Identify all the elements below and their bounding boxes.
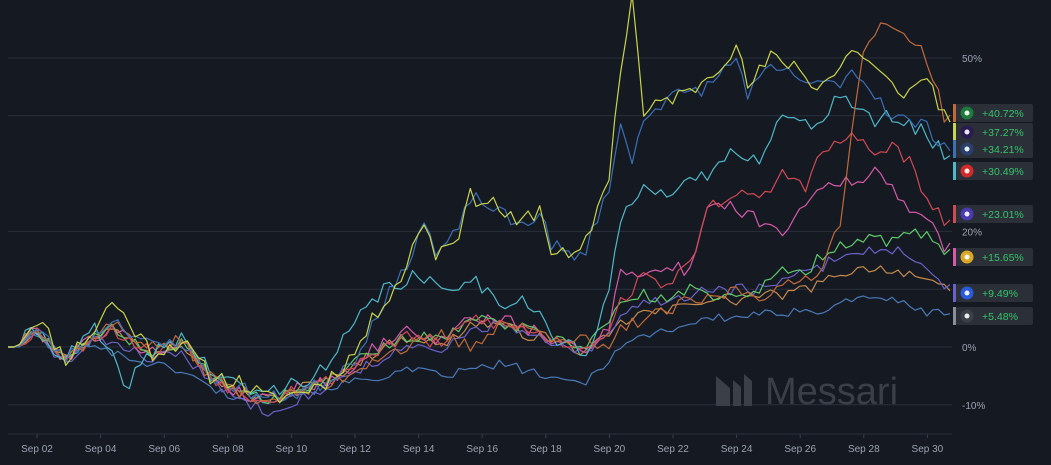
messari-logo-icon (716, 374, 752, 406)
badge-color-bar (953, 284, 956, 302)
x-tick-label: Sep 06 (148, 444, 180, 455)
badge-value: +15.65% (982, 252, 1024, 264)
series-line-9 (8, 0, 951, 404)
badge-background (956, 205, 1033, 223)
disc-icon (960, 286, 974, 300)
badge-color-bar (953, 248, 956, 266)
x-tick-label: Sep 24 (721, 444, 753, 455)
x-tick-label: Sep 28 (848, 444, 880, 455)
series-line-0 (8, 295, 951, 404)
series-line-6 (8, 95, 951, 396)
y-tick-label: -10% (962, 401, 985, 412)
series-line-8 (8, 57, 951, 403)
badge-color-bar (953, 205, 956, 223)
badge-value: +23.01% (982, 209, 1024, 221)
legend-badge[interactable]: +30.49% (953, 162, 1033, 180)
watermark-text: Messari (765, 371, 898, 413)
x-tick-label: Sep 20 (594, 444, 626, 455)
badge-background (956, 140, 1033, 158)
legend-badge[interactable]: +40.72% (953, 104, 1033, 122)
chain-icon (960, 142, 974, 156)
y-tick-label: 20% (962, 227, 982, 238)
badge-color-bar (953, 162, 956, 180)
badge-background (956, 248, 1033, 266)
badge-value: +5.48% (982, 311, 1018, 323)
badge-background (956, 307, 1033, 325)
x-tick-label: Sep 10 (276, 444, 308, 455)
badge-value: +40.72% (982, 108, 1024, 120)
legend-badge[interactable]: +37.27% (953, 123, 1033, 141)
y-axis-ticks: 50% 20% 0% -10% (962, 54, 985, 412)
legend-badge[interactable]: +23.01% (953, 205, 1033, 223)
y-tick-label: 50% (962, 54, 982, 65)
badge-value: +37.27% (982, 127, 1024, 139)
sushi-icon (960, 125, 974, 139)
badge-background (956, 123, 1033, 141)
badge-color-bar (953, 123, 956, 141)
x-tick-label: Sep 18 (530, 444, 562, 455)
x-tick-label: Sep 30 (912, 444, 944, 455)
legend-badges: +40.72% +37.27% +34.21% +30.49% +23.01% +15.6… (953, 104, 1033, 325)
x-tick-label: Sep 12 (339, 444, 371, 455)
x-tick-label: Sep 22 (657, 444, 689, 455)
coin-icon (960, 250, 974, 264)
badge-color-bar (953, 104, 956, 122)
x-tick-label: Sep 26 (784, 444, 816, 455)
cube-icon (960, 106, 974, 120)
badge-value: +9.49% (982, 288, 1018, 300)
badge-color-bar (953, 307, 956, 325)
eth-icon (960, 309, 974, 323)
x-tick-label: Sep 14 (403, 444, 435, 455)
ring-icon (960, 207, 974, 221)
x-tick-label: Sep 16 (466, 444, 498, 455)
x-tick-label: Sep 08 (212, 444, 244, 455)
target-icon (960, 164, 974, 178)
legend-badge[interactable]: +9.49% (953, 284, 1033, 302)
badge-value: +34.21% (982, 144, 1024, 156)
x-tick-label: Sep 02 (21, 444, 53, 455)
legend-badge[interactable]: +5.48% (953, 307, 1033, 325)
badge-background (956, 104, 1033, 122)
x-tick-label: Sep 04 (85, 444, 117, 455)
series-lines (8, 0, 951, 417)
legend-badge[interactable]: +15.65% (953, 248, 1033, 266)
badge-background (956, 284, 1033, 302)
x-axis-ticks: Sep 02 Sep 04 Sep 06 Sep 08 Sep 10 Sep 12 Sep … (8, 433, 952, 455)
watermark: Messari (716, 371, 898, 413)
badge-value: +30.49% (982, 166, 1024, 178)
badge-background (956, 162, 1033, 180)
badge-color-bar (953, 140, 956, 158)
legend-badge[interactable]: +34.21% (953, 140, 1033, 158)
y-tick-label: 0% (962, 343, 977, 354)
